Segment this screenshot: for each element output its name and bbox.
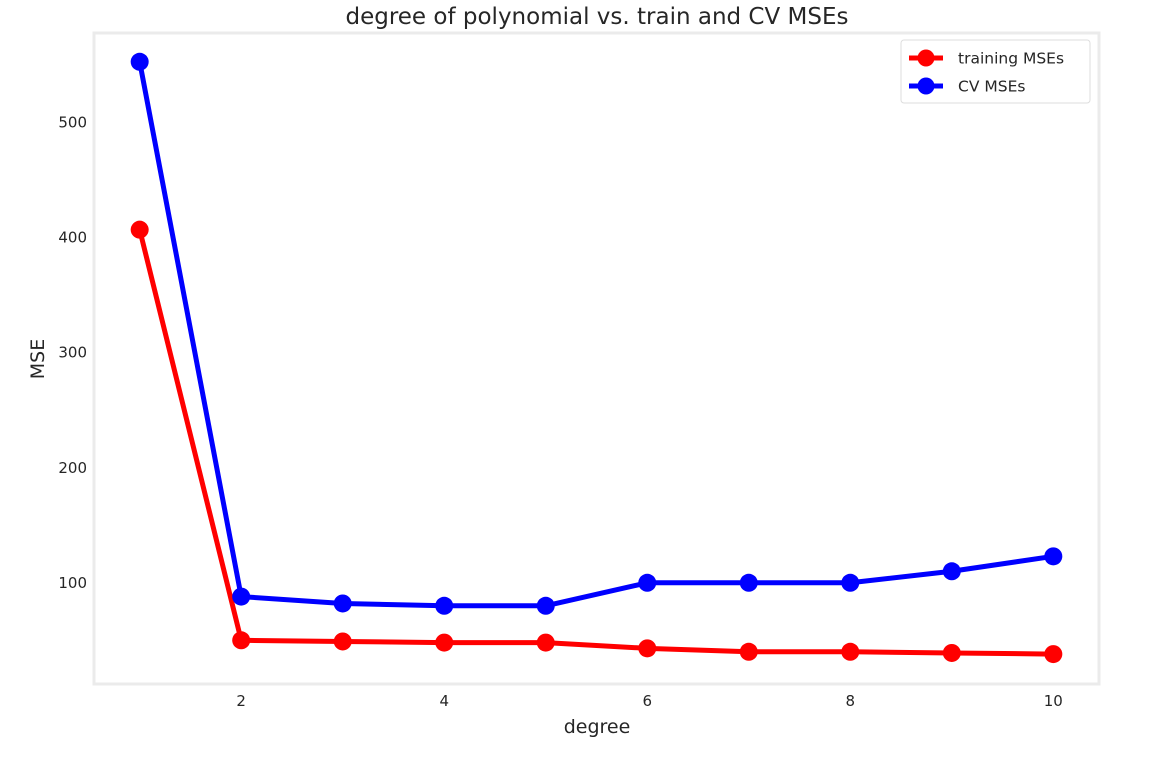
legend-marker-training — [917, 49, 935, 67]
legend-entry-training: training MSEs — [909, 49, 1064, 68]
series-line — [137, 227, 1056, 657]
y-axis-ticks: 100 200 300 400 500 — [58, 114, 87, 592]
data-point — [942, 562, 961, 581]
data-point — [942, 643, 961, 662]
y-tick-label: 200 — [58, 459, 87, 477]
data-point — [130, 52, 149, 71]
series-0 — [130, 220, 1063, 664]
x-tick-label: 2 — [236, 692, 246, 710]
data-point — [232, 587, 251, 606]
x-axis-label: degree — [564, 716, 631, 738]
plot-frame — [92, 31, 1101, 686]
data-point — [435, 633, 454, 652]
x-tick-label: 8 — [846, 692, 856, 710]
legend-marker-cv — [917, 77, 935, 95]
data-point — [536, 596, 555, 615]
x-tick-label: 10 — [1044, 692, 1063, 710]
y-axis-label: MSE — [27, 339, 49, 379]
x-tick-label: 6 — [642, 692, 652, 710]
data-point — [739, 573, 758, 592]
data-point — [435, 596, 454, 615]
chart-title: degree of polynomial vs. train and CV MS… — [345, 4, 848, 30]
data-point — [1044, 645, 1063, 664]
data-point — [333, 594, 352, 613]
legend-box — [900, 39, 1091, 104]
data-point — [1044, 547, 1063, 566]
x-tick-label: 4 — [439, 692, 449, 710]
y-tick-label: 500 — [58, 114, 87, 132]
data-point — [841, 642, 860, 661]
data-point — [333, 632, 352, 651]
data-point — [739, 642, 758, 661]
y-tick-label: 100 — [58, 574, 87, 592]
data-point — [638, 573, 657, 592]
data-point — [841, 573, 860, 592]
data-point — [536, 633, 555, 652]
data-point — [130, 220, 149, 239]
series-1 — [130, 52, 1063, 615]
series-line — [137, 59, 1056, 609]
data-point — [232, 631, 251, 650]
x-axis-ticks: 2 4 6 8 10 — [236, 692, 1062, 710]
legend-label-training: training MSEs — [958, 50, 1064, 68]
legend-entry-cv: CV MSEs — [909, 77, 1025, 96]
series-layer — [130, 52, 1063, 664]
legend: training MSEs CV MSEs — [900, 39, 1091, 104]
legend-label-cv: CV MSEs — [958, 78, 1025, 96]
y-tick-label: 300 — [58, 344, 87, 362]
data-point — [638, 639, 657, 658]
y-tick-label: 400 — [58, 229, 87, 247]
